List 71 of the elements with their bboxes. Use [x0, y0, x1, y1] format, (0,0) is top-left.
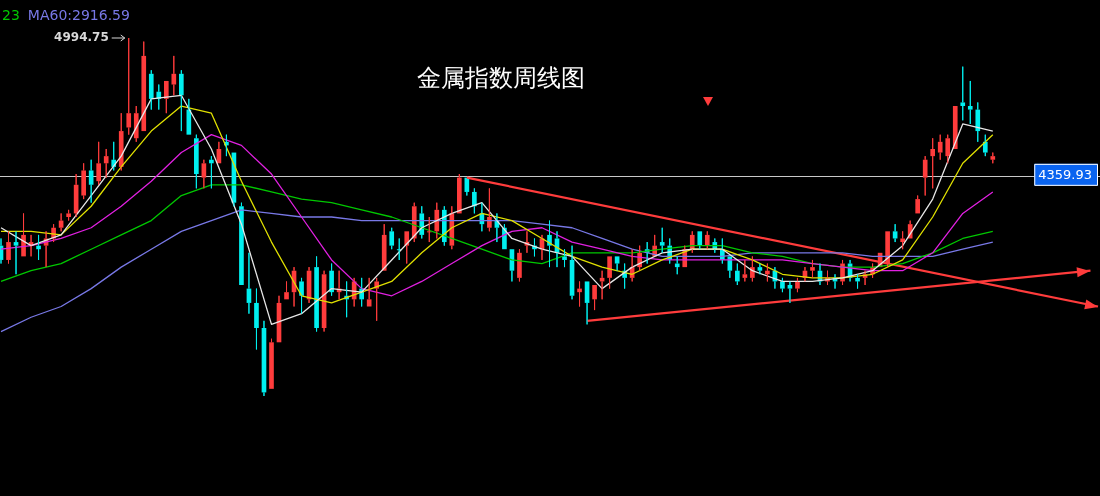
text: 金属指数周线图 — [416, 64, 585, 93]
text: MA60:2916.59 — [27, 6, 130, 23]
candlestick — [81, 162, 86, 200]
candlestick — [457, 173, 462, 214]
candlestick — [487, 187, 492, 232]
candlestick — [607, 256, 612, 290]
annotation: 4994.75 — [54, 30, 109, 45]
candlestick — [614, 256, 620, 272]
candlestick — [284, 280, 289, 300]
candlestick — [975, 101, 981, 143]
candlestick — [254, 288, 259, 350]
text: 23 — [2, 6, 20, 23]
candlestick — [88, 159, 94, 204]
candlestick — [795, 277, 800, 293]
candlestick — [66, 209, 71, 222]
candlestick — [21, 212, 26, 257]
annotation: 4359.93 — [1038, 167, 1093, 183]
candlestick — [299, 277, 304, 315]
candlestick — [885, 231, 890, 268]
candlestick — [194, 134, 199, 189]
candlestick — [381, 223, 387, 271]
candlestick — [179, 69, 184, 132]
candlestick — [712, 237, 718, 254]
candlestick — [6, 230, 11, 265]
candlestick — [171, 55, 177, 96]
candlestick — [915, 195, 920, 214]
candlestick — [141, 41, 147, 132]
candlestick — [126, 37, 132, 136]
candlestick — [704, 230, 710, 250]
candlestick — [900, 230, 905, 250]
candlestick — [517, 248, 522, 282]
candlestick — [269, 338, 274, 389]
candlestick — [750, 255, 755, 282]
candlestick — [780, 277, 785, 293]
candlestick — [118, 112, 124, 171]
candlestick — [547, 220, 552, 268]
candlestick — [960, 66, 966, 121]
candlestick — [742, 259, 748, 282]
candlestick — [735, 263, 740, 286]
candlestick — [13, 230, 19, 275]
candlestick — [592, 285, 597, 311]
candlestick — [389, 227, 395, 250]
candlestick — [697, 231, 703, 250]
candlestick — [163, 80, 169, 114]
candlestick — [374, 277, 380, 322]
candlestick — [366, 277, 372, 307]
candlestick — [434, 202, 440, 239]
candlestick — [404, 231, 410, 265]
candlestick — [757, 263, 763, 275]
candlestick — [472, 187, 477, 214]
candlestick — [314, 255, 319, 333]
candlestick — [787, 280, 793, 304]
candlestick — [201, 159, 207, 189]
candlestick — [148, 69, 154, 111]
candlestick — [810, 259, 815, 279]
candlestick — [659, 227, 665, 254]
candlestick — [103, 148, 109, 179]
candlestick — [239, 202, 244, 286]
candlestick — [930, 137, 936, 189]
candlestick — [689, 230, 695, 254]
candlestick — [133, 105, 139, 143]
candlestick — [922, 155, 928, 197]
candlestick — [945, 134, 951, 164]
candlestick — [982, 134, 988, 157]
candlestick — [562, 248, 567, 268]
candlestick — [96, 141, 102, 186]
candlestick — [967, 80, 973, 125]
candlestick — [329, 263, 334, 297]
candlestick — [990, 152, 996, 164]
candlestick — [952, 106, 958, 149]
candlestick — [937, 134, 943, 161]
